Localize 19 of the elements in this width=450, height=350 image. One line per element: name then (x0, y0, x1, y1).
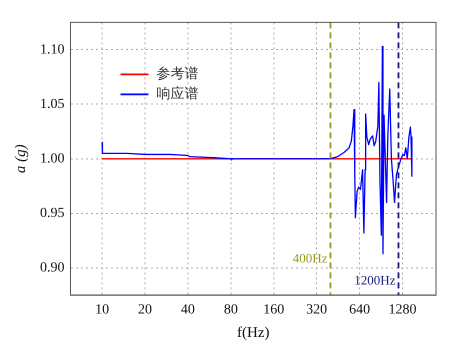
y-tick-label: 1.05 (40, 96, 64, 112)
y-tick-label: 1.00 (40, 151, 64, 166)
legend-label: 响应谱 (156, 86, 198, 102)
x-tick-label: 40 (180, 302, 195, 318)
x-axis-title: f(Hz) (237, 324, 270, 341)
x-tick-label: 80 (224, 302, 238, 318)
x-tick-label: 640 (349, 302, 370, 318)
ref-line-label: 400Hz (292, 250, 328, 266)
x-tick-label: 320 (306, 302, 328, 318)
legend-label: 参考谱 (156, 66, 198, 82)
y-tick-label: 1.10 (40, 42, 64, 58)
y-axis-title: a (g) (12, 144, 29, 174)
x-tick-label: 20 (138, 302, 152, 318)
x-tick-label: 10 (95, 302, 110, 318)
x-tick-label: 1280 (388, 302, 416, 318)
y-tick-label: 0.95 (40, 206, 64, 222)
y-tick-label: 0.90 (40, 260, 64, 276)
ref-line-label: 1200Hz (354, 272, 396, 288)
x-tick-label: 160 (263, 302, 284, 318)
